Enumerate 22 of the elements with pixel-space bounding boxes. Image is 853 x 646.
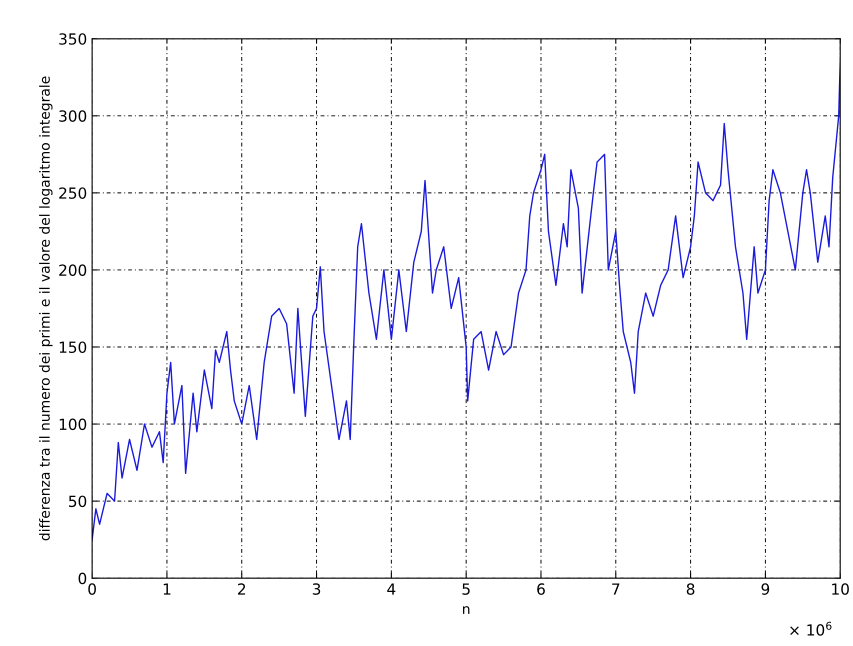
x-tick-label: 6 [537,583,545,595]
y-tick-label: 50 [69,496,86,508]
text: × 10$^{6}$ [790,622,832,636]
y-tick-label: 350 [59,33,86,45]
x-tick-label: 10 [832,583,849,595]
x-tick-label: 7 [612,584,620,595]
x-tick-label: 1 [164,584,170,595]
x-tick-label: 9 [762,583,770,595]
x-tick-label: 3 [312,583,320,595]
x-tick-label: 8 [686,583,694,595]
y-tick-label: 100 [60,418,86,430]
y-tick-label: 300 [59,110,86,122]
x-tick-label: 0 [88,583,96,595]
y-axis-title: differenza tra il numero dei primi e il valore del logaritmo integrale [39,76,53,540]
x-axis-title: n [463,606,470,614]
y-tick-label: 150 [60,341,86,354]
x-tick-label: 2 [238,583,246,595]
y-tick-label: 200 [59,264,86,276]
x-tick-label: 4 [387,584,396,595]
x-tick-label: 5 [462,584,470,595]
y-tick-label: 250 [59,187,86,199]
y-tick-label: 0 [78,572,86,584]
